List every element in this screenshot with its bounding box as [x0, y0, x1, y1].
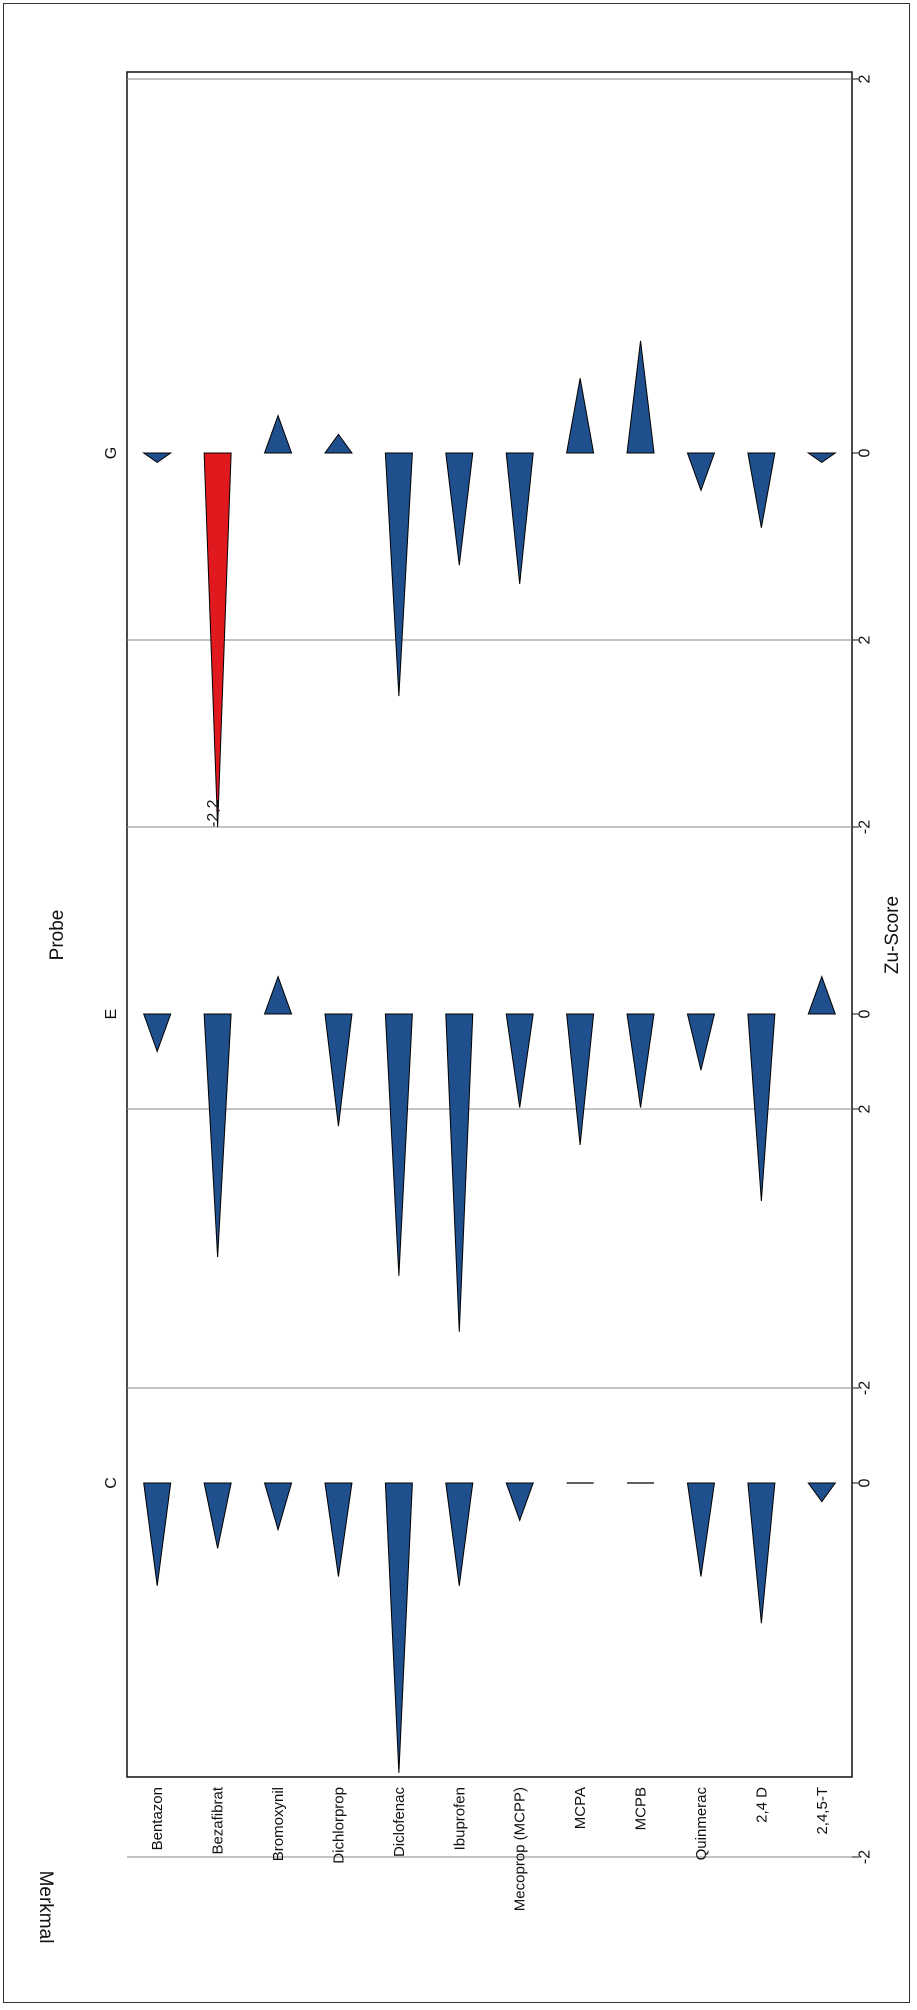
- tick-label-e-2: 2: [857, 635, 874, 644]
- bar-g-bromoxynil: [263, 414, 293, 454]
- tick-label-c-0: 0: [857, 1478, 874, 1487]
- facet-title: Probe: [47, 910, 68, 961]
- bar-g-2-4-5-t: [806, 452, 837, 463]
- bar-g-diclofenac: [384, 452, 413, 697]
- panel-label-g: G: [103, 447, 120, 459]
- bar-g-bentazon: [142, 452, 173, 463]
- bar-e-mcpa: [566, 1013, 595, 1145]
- bar-c-diclofenac: [384, 1482, 413, 1773]
- bar-g-bezafibrat: [203, 452, 232, 828]
- bar-e-bentazon: [142, 1013, 172, 1053]
- bar-e-bromoxynil: [263, 975, 293, 1015]
- data-label-g-bezafibrat: -2,2: [205, 799, 222, 827]
- bar-g-ibuprofen: [445, 452, 474, 566]
- plot-area: [126, 71, 853, 1778]
- bar-c-2-4-d: [747, 1482, 776, 1624]
- tick-label-c-2: 2: [857, 1104, 874, 1113]
- bar-e-dichlorprop: [324, 1013, 353, 1127]
- bar-c-dichlorprop: [324, 1482, 353, 1577]
- bar-e-bezafibrat: [203, 1013, 232, 1258]
- bar-g-dichlorprop: [323, 433, 353, 454]
- tick-label-e-neg2: -2: [857, 1381, 874, 1395]
- bar-c-quinmerac: [686, 1482, 716, 1577]
- category-label-mcpa: MCPA: [572, 1787, 589, 1829]
- x-axis-title: Zu-Score: [882, 896, 903, 974]
- bar-e-mcpb: [626, 1013, 655, 1108]
- tick-label-c-neg2: -2: [857, 1850, 874, 1864]
- category-label-dichlorprop: Dichlorprop: [330, 1787, 347, 1864]
- y-axis-title: Merkmal: [35, 1871, 56, 1944]
- panel-label-c: C: [103, 1477, 120, 1489]
- category-label-2-4-d: 2,4 D: [753, 1787, 770, 1823]
- grid-layer: [127, 78, 859, 1858]
- bar-c-mecoprop-mcpp: [505, 1482, 534, 1522]
- category-label-2-4-5-t: 2,4,5-T: [814, 1787, 831, 1835]
- text-layer: Bentazon Bezafibrat Bromoxynil Dichlorprop D…: [35, 74, 903, 1943]
- tick-label-g-neg2: -2: [857, 820, 874, 834]
- bar-e-2-4-5-t: [807, 975, 837, 1015]
- bar-c-ibuprofen: [445, 1482, 474, 1586]
- panel-label-e: E: [103, 1009, 120, 1020]
- bar-e-quinmerac: [686, 1013, 716, 1071]
- category-label-bentazon: Bentazon: [149, 1787, 166, 1850]
- tick-label-e-0: 0: [857, 1009, 874, 1018]
- category-label-bromoxynil: Bromoxynil: [270, 1787, 287, 1861]
- category-label-bezafibrat: Bezafibrat: [210, 1786, 227, 1854]
- bar-c-bromoxynil: [263, 1482, 293, 1532]
- bar-g-mcpb: [626, 340, 655, 454]
- bar-c-bezafibrat: [203, 1482, 232, 1549]
- bar-e-diclofenac: [384, 1013, 413, 1276]
- bar-e-2-4-d: [747, 1013, 776, 1202]
- bar-g-quinmerac: [686, 452, 716, 492]
- bar-c-bentazon: [143, 1482, 172, 1586]
- bar-c-2-4-5-t: [807, 1482, 837, 1503]
- category-label-quinmerac: Quinmerac: [693, 1787, 710, 1861]
- bar-g-2-4-d: [747, 452, 776, 528]
- bar-g-mcpa: [566, 378, 595, 454]
- page-frame: [3, 3, 910, 2003]
- bar-e-mecoprop-mcpp: [505, 1013, 534, 1108]
- tick-label-g-0: 0: [857, 448, 874, 457]
- category-label-diclofenac: Diclofenac: [391, 1787, 408, 1858]
- tick-label-g-2: 2: [857, 74, 874, 83]
- category-label-ibuprofen: Ibuprofen: [451, 1787, 468, 1850]
- category-label-mcpb: MCPB: [633, 1787, 650, 1830]
- bar-layer: [142, 340, 837, 1773]
- bar-e-ibuprofen: [445, 1013, 474, 1332]
- bar-g-mecoprop-mcpp: [505, 452, 534, 584]
- category-label-mecoprop-mcpp: Mecoprop (MCPP): [512, 1787, 529, 1911]
